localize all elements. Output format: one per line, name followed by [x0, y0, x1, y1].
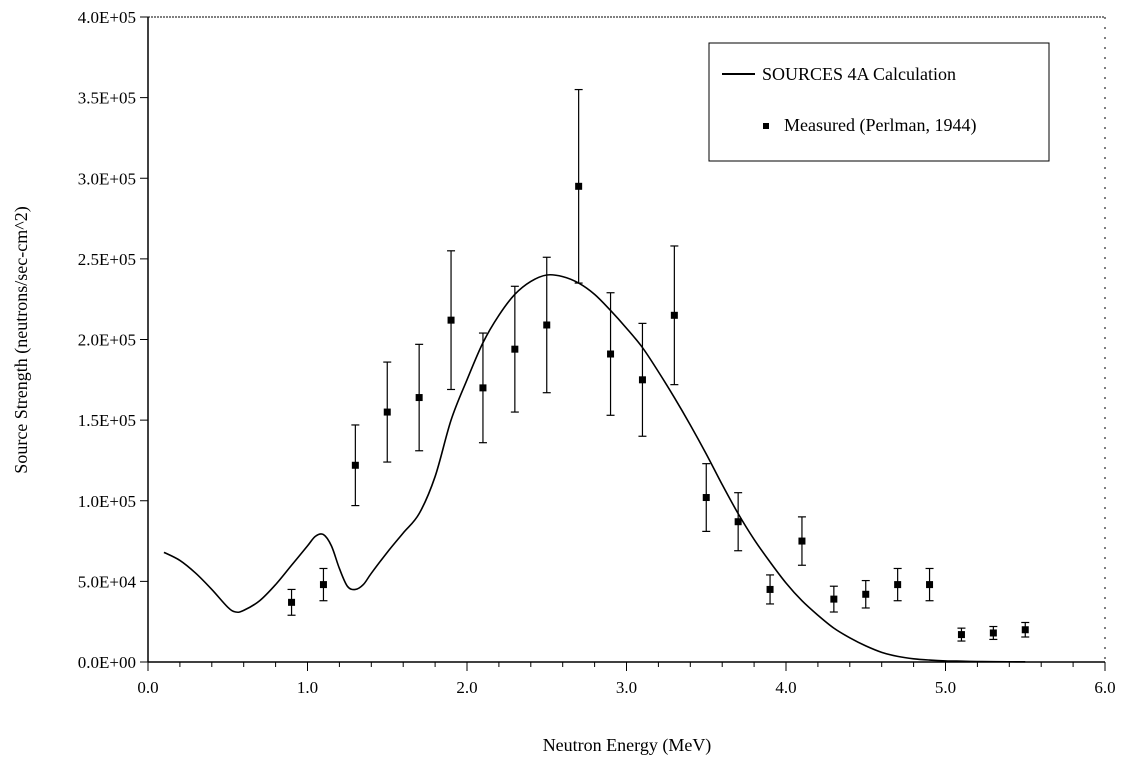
measured-point-group: [447, 250, 456, 391]
measured-point: [351, 461, 359, 469]
measured-point: [670, 311, 678, 319]
measured-point-group: [415, 343, 424, 452]
measured-point-group: [542, 256, 551, 394]
y-tick-label: 1.0E+05: [78, 492, 136, 511]
legend-label-calculation: SOURCES 4A Calculation: [762, 64, 956, 84]
x-tick-label: 5.0: [935, 678, 956, 697]
measured-point: [575, 182, 583, 190]
measured-point-group: [797, 516, 806, 566]
measured-point: [415, 394, 423, 402]
measured-point: [288, 598, 296, 606]
measured-point-group: [989, 625, 998, 641]
y-tick-label: 2.5E+05: [78, 250, 136, 269]
measured-point-group: [1021, 621, 1030, 638]
y-axis-title: Source Strength (neutrons/sec-cm^2): [11, 206, 32, 473]
x-axis-ticks: 0.0 1.0 2.0 3.0 4.0 5.0 6.0: [137, 662, 1116, 697]
measured-point: [862, 590, 870, 598]
x-tick-label: 1.0: [297, 678, 318, 697]
measured-point-group: [606, 292, 615, 416]
y-tick-label: 4.0E+05: [78, 8, 136, 27]
measured-point-group: [829, 585, 838, 613]
legend-label-measured: Measured (Perlman, 1944): [784, 115, 976, 136]
measured-point: [926, 581, 934, 589]
measured-point: [1021, 626, 1029, 634]
measured-point: [702, 494, 710, 502]
measured-point: [734, 518, 742, 526]
measured-point: [383, 408, 391, 416]
legend-marker-swatch: [763, 123, 769, 129]
measured-point: [798, 537, 806, 545]
x-tick-label: 0.0: [137, 678, 158, 697]
measured-point-group: [893, 567, 902, 602]
legend: SOURCES 4A Calculation Measured (Perlman…: [708, 42, 1050, 162]
measured-point: [319, 581, 327, 589]
measured-point-group: [702, 463, 711, 532]
measured-point: [989, 629, 997, 637]
measured-point-group: [957, 627, 966, 642]
y-axis-ticks: 0.0E+00 5.0E+04 1.0E+05 1.5E+05 2.0E+05 2.5E+…: [78, 8, 148, 672]
measured-point: [543, 321, 551, 329]
x-axis-title: Neutron Energy (MeV): [543, 735, 712, 756]
measured-point-group: [861, 579, 870, 609]
measured-point: [638, 376, 646, 384]
measured-point: [607, 350, 615, 358]
y-tick-label: 3.5E+05: [78, 89, 136, 108]
y-tick-label: 5.0E+04: [78, 572, 137, 591]
y-tick-label: 0.0E+00: [78, 653, 136, 672]
measured-point-group: [638, 322, 647, 437]
measured-point-group: [574, 88, 583, 284]
measured-point-group: [351, 424, 360, 507]
measured-point-group: [383, 361, 392, 463]
measured-point-group: [670, 245, 679, 386]
measured-point: [957, 631, 965, 639]
x-tick-label: 4.0: [775, 678, 796, 697]
measured-point: [511, 345, 519, 353]
y-tick-label: 1.5E+05: [78, 411, 136, 430]
y-tick-label: 3.0E+05: [78, 169, 136, 188]
measured-point: [447, 316, 455, 324]
measured-point-group: [925, 567, 934, 602]
x-tick-label: 2.0: [456, 678, 477, 697]
y-tick-label: 2.0E+05: [78, 331, 136, 350]
measured-point-group: [510, 285, 519, 413]
measured-point: [766, 585, 774, 593]
measured-point-group: [287, 588, 296, 616]
measured-point-group: [478, 332, 487, 444]
measured-point-group: [766, 574, 775, 605]
measured-point: [479, 384, 487, 392]
measured-point-group: [734, 492, 743, 552]
x-tick-label: 3.0: [616, 678, 637, 697]
measured-point-group: [319, 567, 328, 602]
measured-point: [830, 595, 838, 603]
x-tick-label: 6.0: [1094, 678, 1115, 697]
measured-point: [894, 581, 902, 589]
legend-box: [708, 42, 1050, 162]
scatter-series-group: [287, 88, 1030, 642]
